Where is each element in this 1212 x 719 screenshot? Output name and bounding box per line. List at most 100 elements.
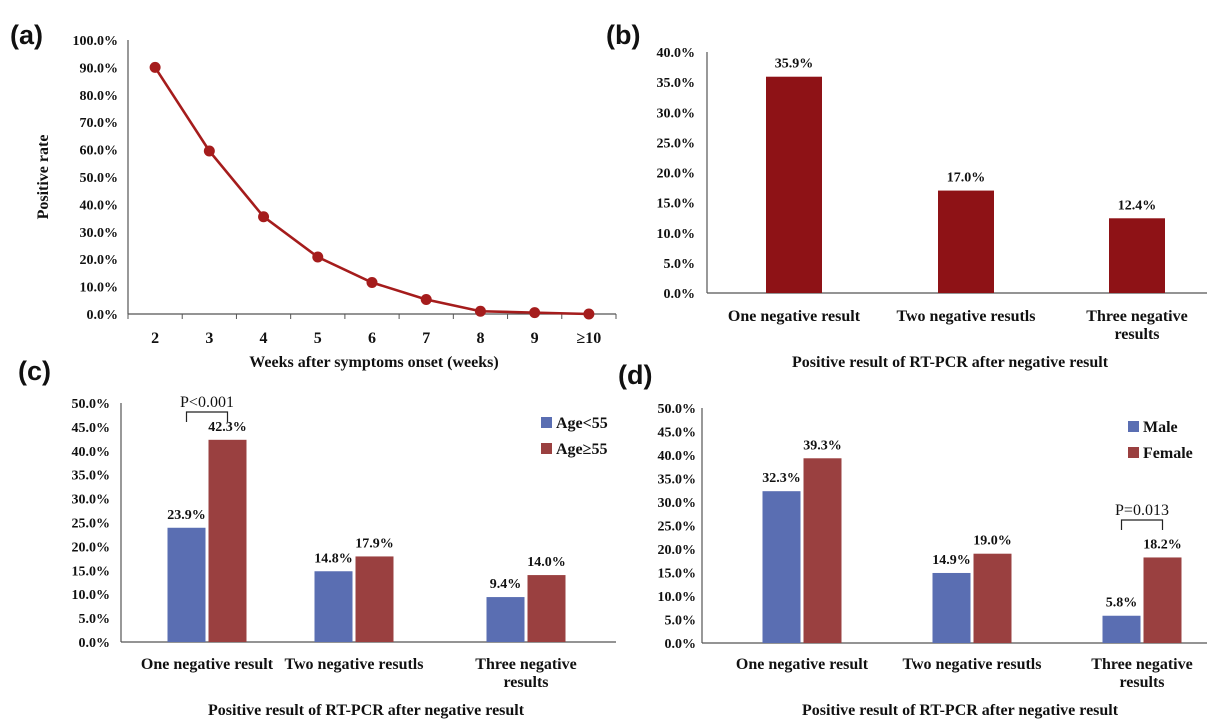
b-x-axis-title: Positive result of RT-PCR after negative… — [792, 354, 1109, 371]
y-tick-label: 50.0% — [80, 171, 119, 186]
significance-bracket — [1120, 519, 1164, 530]
b-plot-area: 35.9% 17.0% 12.4% — [766, 57, 1165, 293]
legend-label: Female — [1143, 445, 1193, 462]
x-category-label: Two negative resutls — [285, 656, 424, 673]
c-x-category-labels: One negative result Two negative resutls T… — [141, 656, 577, 691]
y-tick-label: 60.0% — [80, 144, 119, 159]
d-legend: Male Female — [1128, 419, 1193, 462]
panel-label-d: (d) — [618, 360, 652, 390]
x-tick-label: 5 — [314, 330, 322, 347]
bar-data-label: 23.9% — [167, 508, 206, 523]
data-point — [529, 307, 541, 319]
data-point — [583, 308, 595, 320]
d-plot-area: 32.3% 39.3% 14.9%19.0% 5.8% 18.2% — [762, 438, 1182, 643]
panel-a: (a) 0.0%10.0%20.0%30.0%40.0%50.0%60.0%70… — [10, 20, 617, 371]
y-tick-label: 40.0% — [72, 445, 111, 460]
bar-data-label: 14.8% — [314, 551, 353, 566]
panel-b: (b) 0.0% 5.0% 10.0% 15.0% 20.0% 25.0% 30.0% 35.… — [606, 20, 1207, 371]
a-y-tick-labels: 0.0% 10.0% 20.0% 30.0% 40.0% 50.0% 60.0% 70.0% 8… — [73, 34, 119, 323]
bar-data-label: 18.2% — [1143, 537, 1182, 552]
d-x-axis-title: Positive result of RT-PCR after negative… — [802, 702, 1119, 719]
bar-series-2 — [1143, 557, 1182, 643]
legend-swatch — [1128, 421, 1139, 432]
data-point — [312, 251, 324, 263]
bar-data-label: 14.9% — [932, 553, 971, 568]
y-tick-label: 35.0% — [657, 76, 696, 91]
x-tick-label: 6 — [368, 330, 376, 347]
y-tick-label: 10.0% — [72, 588, 111, 603]
x-category-label: Two negative resutls — [897, 308, 1036, 325]
bar-data-label: 14.0% — [527, 555, 566, 570]
bar-data-label: 19.0% — [973, 534, 1012, 549]
panel-d: (d) 0.0% 5.0% 10.0% 15.0% 20.0% 25.0% 30.0% 35.… — [618, 360, 1207, 719]
data-point — [420, 293, 432, 305]
bar-data-label: 32.3% — [762, 471, 801, 486]
bar — [1109, 218, 1165, 293]
y-tick-label: 40.0% — [658, 449, 697, 464]
x-category-label: Three negative results — [1091, 656, 1192, 691]
panel-c: (c) 0.0% 5.0% 10.0% 15.0% 20.0% 25.0% 30.0% 35.… — [18, 356, 616, 719]
bar-data-label: 5.8% — [1106, 596, 1138, 611]
bar — [938, 190, 994, 293]
y-tick-label: 0.0% — [664, 287, 696, 302]
d-y-tick-labels: 0.0% 5.0% 10.0% 15.0% 20.0% 25.0% 30.0% 35.0% 40… — [658, 402, 697, 652]
a-x-tick-labels: 2 3 4 5 6 7 8 9 ≥10 — [151, 330, 601, 347]
y-tick-label: 5.0% — [664, 257, 696, 272]
bar-data-label: 17.9% — [355, 536, 394, 551]
bar-series-2 — [803, 458, 842, 643]
y-tick-label: 35.0% — [72, 469, 111, 484]
y-tick-label: 35.0% — [658, 473, 697, 488]
x-category-label: Two negative resutls — [903, 656, 1042, 673]
significance-bracket — [185, 411, 229, 422]
bar-series-1 — [762, 491, 801, 643]
c-legend: Age<55 Age≥55 — [541, 415, 608, 458]
bar-data-label: 39.3% — [803, 438, 842, 453]
a-y-axis-title: Positive rate — [35, 135, 52, 220]
y-tick-label: 25.0% — [72, 517, 111, 532]
x-tick-label: 9 — [531, 330, 539, 347]
y-tick-label: 5.0% — [665, 614, 697, 629]
y-tick-label: 20.0% — [657, 167, 696, 182]
y-tick-label: 30.0% — [658, 496, 697, 511]
bar-series-1 — [314, 571, 353, 642]
x-tick-label: 4 — [260, 330, 268, 347]
y-tick-label: 0.0% — [87, 308, 119, 323]
legend-label: Age<55 — [556, 415, 608, 432]
legend-label: Age≥55 — [556, 441, 607, 458]
x-tick-label: ≥10 — [576, 330, 601, 347]
y-tick-label: 45.0% — [658, 426, 697, 441]
x-tick-label: 3 — [205, 330, 213, 347]
b-y-tick-labels: 0.0% 5.0% 10.0% 15.0% 20.0% 25.0% 30.0% 35.0% 40… — [657, 46, 696, 302]
c-x-axis-title: Positive result of RT-PCR after negative… — [208, 702, 525, 719]
d-x-category-labels: One negative result Two negative resutls T… — [736, 656, 1193, 691]
data-point — [474, 305, 486, 317]
p-value-label: P=0.013 — [1115, 502, 1169, 519]
bar-data-label: 35.9% — [775, 57, 814, 72]
bar-series-1 — [1102, 615, 1141, 643]
bar-data-label: 17.0% — [947, 171, 986, 186]
p-value-label: P<0.001 — [180, 394, 234, 411]
y-tick-label: 40.0% — [80, 198, 119, 213]
y-tick-label: 20.0% — [72, 540, 111, 555]
x-category-label: One negative result — [736, 656, 869, 673]
bar-data-label: 12.4% — [1118, 198, 1157, 213]
y-tick-label: 20.0% — [658, 543, 697, 558]
d-significance-annotation: P=0.013 — [1115, 502, 1169, 530]
y-tick-label: 15.0% — [657, 197, 696, 212]
panel-label-b: (b) — [606, 20, 640, 50]
y-tick-label: 70.0% — [80, 116, 119, 131]
a-x-axis-title: Weeks after symptoms onset (weeks) — [249, 354, 498, 371]
bar-series-2 — [973, 553, 1012, 643]
c-plot-area: 23.9% 42.3% 14.8%17.9% 9.4% 14.0% — [167, 420, 566, 642]
x-category-label: One negative result — [141, 656, 274, 673]
c-y-tick-labels: 0.0% 5.0% 10.0% 15.0% 20.0% 25.0% 30.0% 35.0% 40… — [72, 397, 111, 651]
y-tick-label: 100.0% — [73, 34, 119, 49]
panel-label-c: (c) — [18, 356, 51, 386]
bar-data-label: 42.3% — [208, 420, 247, 435]
y-tick-label: 45.0% — [72, 421, 111, 436]
y-tick-label: 25.0% — [658, 520, 697, 535]
legend-swatch — [541, 417, 552, 428]
bar-series-2 — [208, 439, 247, 642]
legend-swatch — [1128, 447, 1139, 458]
y-tick-label: 30.0% — [657, 106, 696, 121]
